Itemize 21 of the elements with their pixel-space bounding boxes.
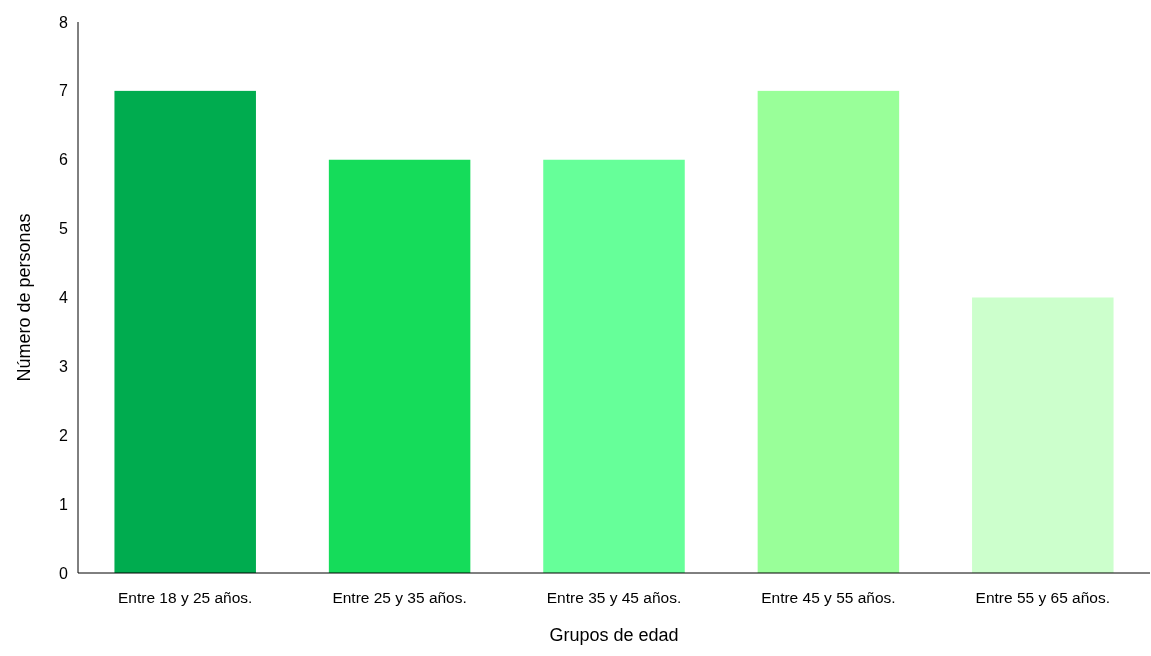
y-tick-label: 4	[59, 289, 69, 307]
bar	[757, 90, 900, 573]
x-tick-label: Entre 55 y 65 años.	[975, 589, 1111, 606]
y-tick-label: 1	[59, 495, 69, 513]
bar	[114, 90, 256, 573]
y-axis-title: Número de personas	[14, 213, 34, 382]
y-tick-label: 5	[59, 220, 69, 238]
x-axis-title: Grupos de edad	[549, 625, 679, 645]
x-tick-label: Entre 18 y 25 años.	[117, 589, 253, 606]
y-tick-label: 2	[59, 426, 69, 444]
y-tick-label: 3	[59, 357, 69, 375]
y-tick-label: 0	[59, 564, 69, 582]
y-tick-label: 6	[59, 151, 69, 169]
x-tick-label: Entre 35 y 45 años.	[546, 589, 682, 606]
bar	[328, 159, 471, 573]
y-tick-label: 8	[59, 13, 69, 31]
y-tick-label: 7	[59, 82, 69, 100]
bar	[543, 159, 685, 573]
x-tick-label: Entre 45 y 55 años.	[761, 589, 896, 606]
x-tick-label: Entre 25 y 35 años.	[332, 589, 467, 606]
bar	[972, 297, 1114, 573]
